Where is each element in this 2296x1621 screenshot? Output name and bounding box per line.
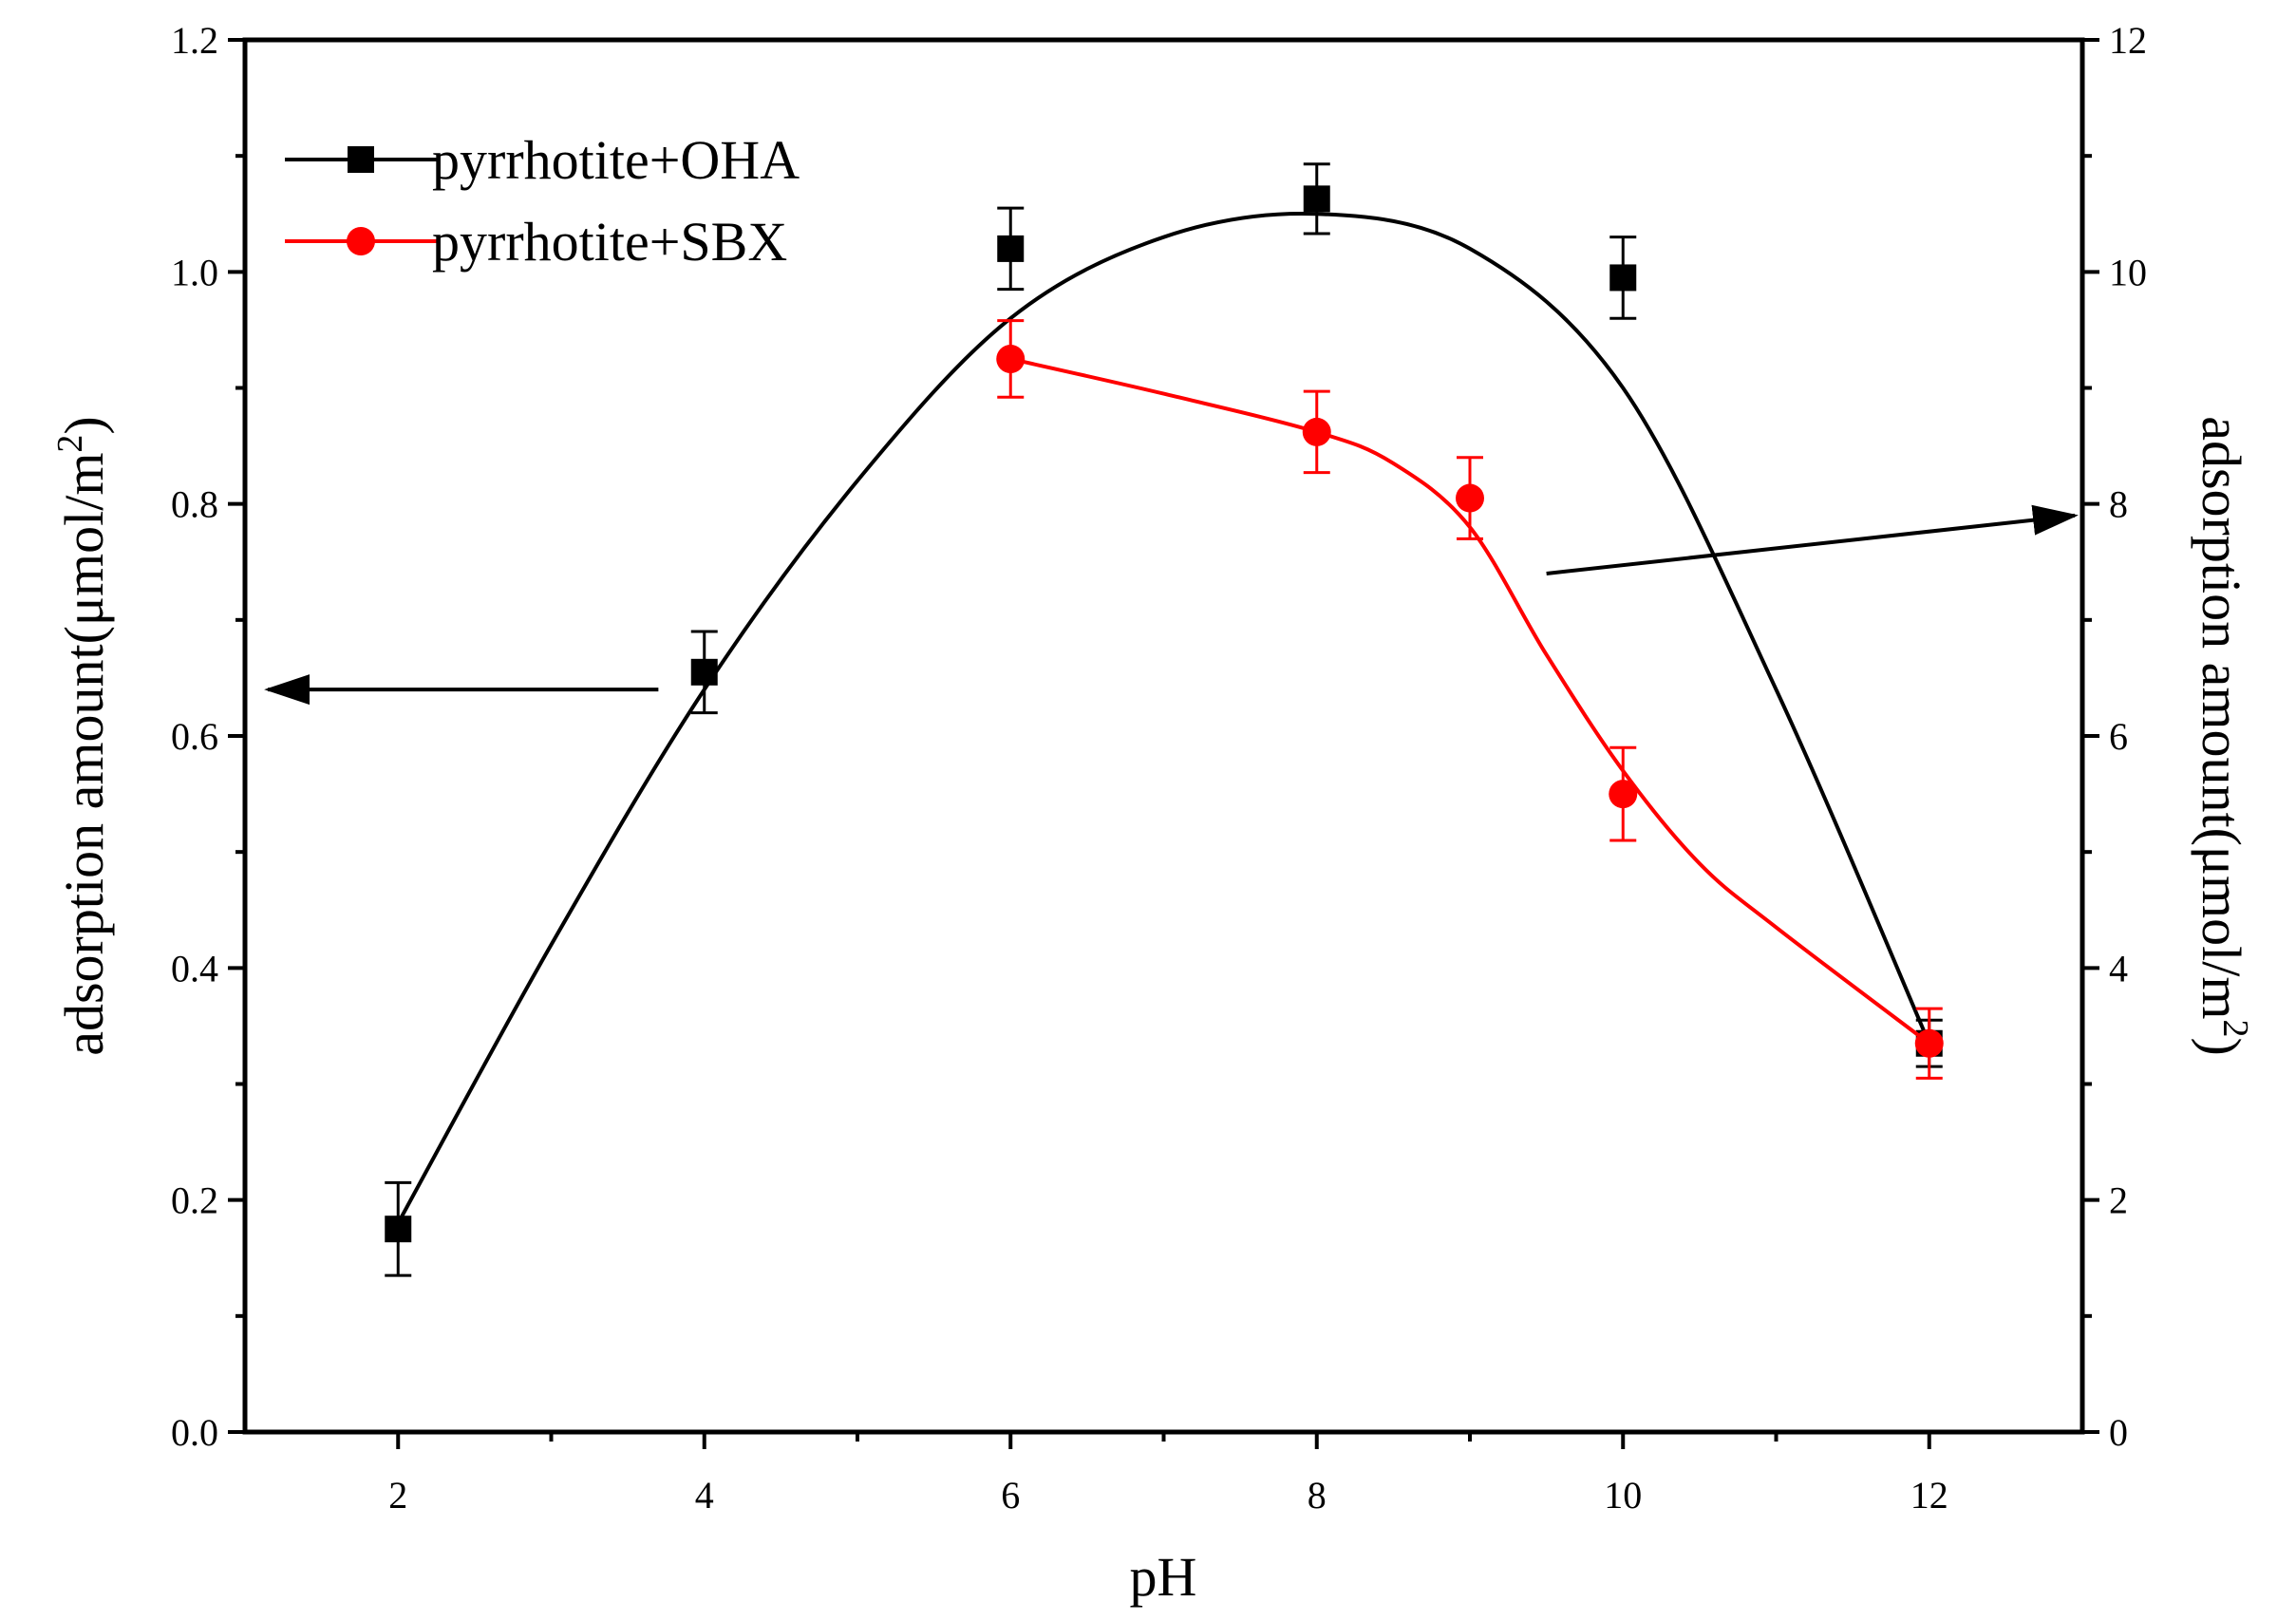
- series-sbx: [996, 319, 1944, 1080]
- data-point: [1456, 483, 1484, 513]
- arrow-right-axis: [1546, 504, 2079, 575]
- data-point: [385, 1216, 412, 1243]
- x-tick-label: 6: [1001, 1474, 1020, 1517]
- y-left-axis-title: adsorption amount(μmol/m2): [50, 416, 115, 1056]
- series-layer: [385, 162, 1944, 1277]
- y-right-tick-label: 6: [2109, 715, 2128, 758]
- series-oha: [385, 162, 1943, 1277]
- y-left-tick-label: 1.2: [171, 19, 218, 62]
- y-right-tick-label: 4: [2109, 947, 2128, 990]
- data-point: [1303, 185, 1330, 213]
- y-left-tick-label: 0.8: [171, 483, 218, 526]
- legend-marker-square: [348, 146, 374, 173]
- legend: pyrrhotite+OHA pyrrhotite+SBX: [285, 129, 800, 273]
- y-left-tick-label: 0.4: [171, 947, 218, 990]
- y-left-tick-label: 1.0: [171, 251, 218, 293]
- data-point: [1914, 1028, 1944, 1058]
- y-left-tick-label: 0.6: [171, 715, 218, 758]
- x-tick-label: 4: [695, 1474, 714, 1517]
- fit-curve: [1009, 357, 1930, 1046]
- legend-entry-oha: pyrrhotite+OHA: [285, 129, 800, 191]
- x-tick-label: 2: [388, 1474, 407, 1517]
- x-axis-ticks: 2 4 6 8 10 12: [388, 1432, 1948, 1517]
- y-right-tick-label: 2: [2109, 1179, 2128, 1222]
- y-left-tick-label: 0.0: [171, 1411, 218, 1454]
- data-point: [996, 344, 1026, 373]
- y-right-tick-label: 10: [2109, 251, 2147, 293]
- y-right-axis-title: adsorption amount(μmol/m2): [2191, 416, 2255, 1056]
- y-right-tick-label: 12: [2109, 19, 2147, 62]
- y-left-axis-title-close: ): [53, 416, 115, 434]
- legend-label-sbx: pyrrhotite+SBX: [432, 211, 787, 273]
- data-point: [997, 235, 1025, 262]
- y-right-tick-label: 0: [2109, 1411, 2128, 1454]
- y-left-axis-ticks: 0.0 0.2 0.4 0.6 0.8 1.0 1.2: [171, 19, 245, 1454]
- data-point: [1609, 780, 1638, 809]
- data-point: [690, 658, 718, 686]
- y-right-axis-title-main: adsorption amount(μmol/m: [2191, 416, 2252, 1019]
- y-left-axis-title-main: adsorption amount(μmol/m: [53, 453, 115, 1056]
- x-tick-label: 8: [1308, 1474, 1327, 1517]
- y-right-axis-title-close: ): [2191, 1037, 2252, 1055]
- data-point: [1609, 264, 1637, 292]
- y-right-tick-label: 8: [2109, 483, 2128, 526]
- y-left-tick-label: 0.2: [171, 1179, 218, 1222]
- fit-curve: [396, 211, 1931, 1225]
- data-point: [1302, 417, 1331, 446]
- x-tick-label: 12: [1910, 1474, 1948, 1517]
- legend-marker-circle: [347, 227, 375, 255]
- y-right-axis-title-sup: 2: [2215, 1019, 2255, 1037]
- x-axis-title: pH: [1130, 1546, 1197, 1608]
- y-left-axis-title-sup: 2: [50, 435, 90, 453]
- legend-entry-sbx: pyrrhotite+SBX: [285, 211, 787, 273]
- x-tick-label: 10: [1604, 1474, 1642, 1517]
- axis-arrows: [264, 504, 2079, 706]
- y-right-axis-ticks: 0 2 4 6 8 10 12: [2082, 19, 2147, 1454]
- legend-label-oha: pyrrhotite+OHA: [432, 129, 800, 191]
